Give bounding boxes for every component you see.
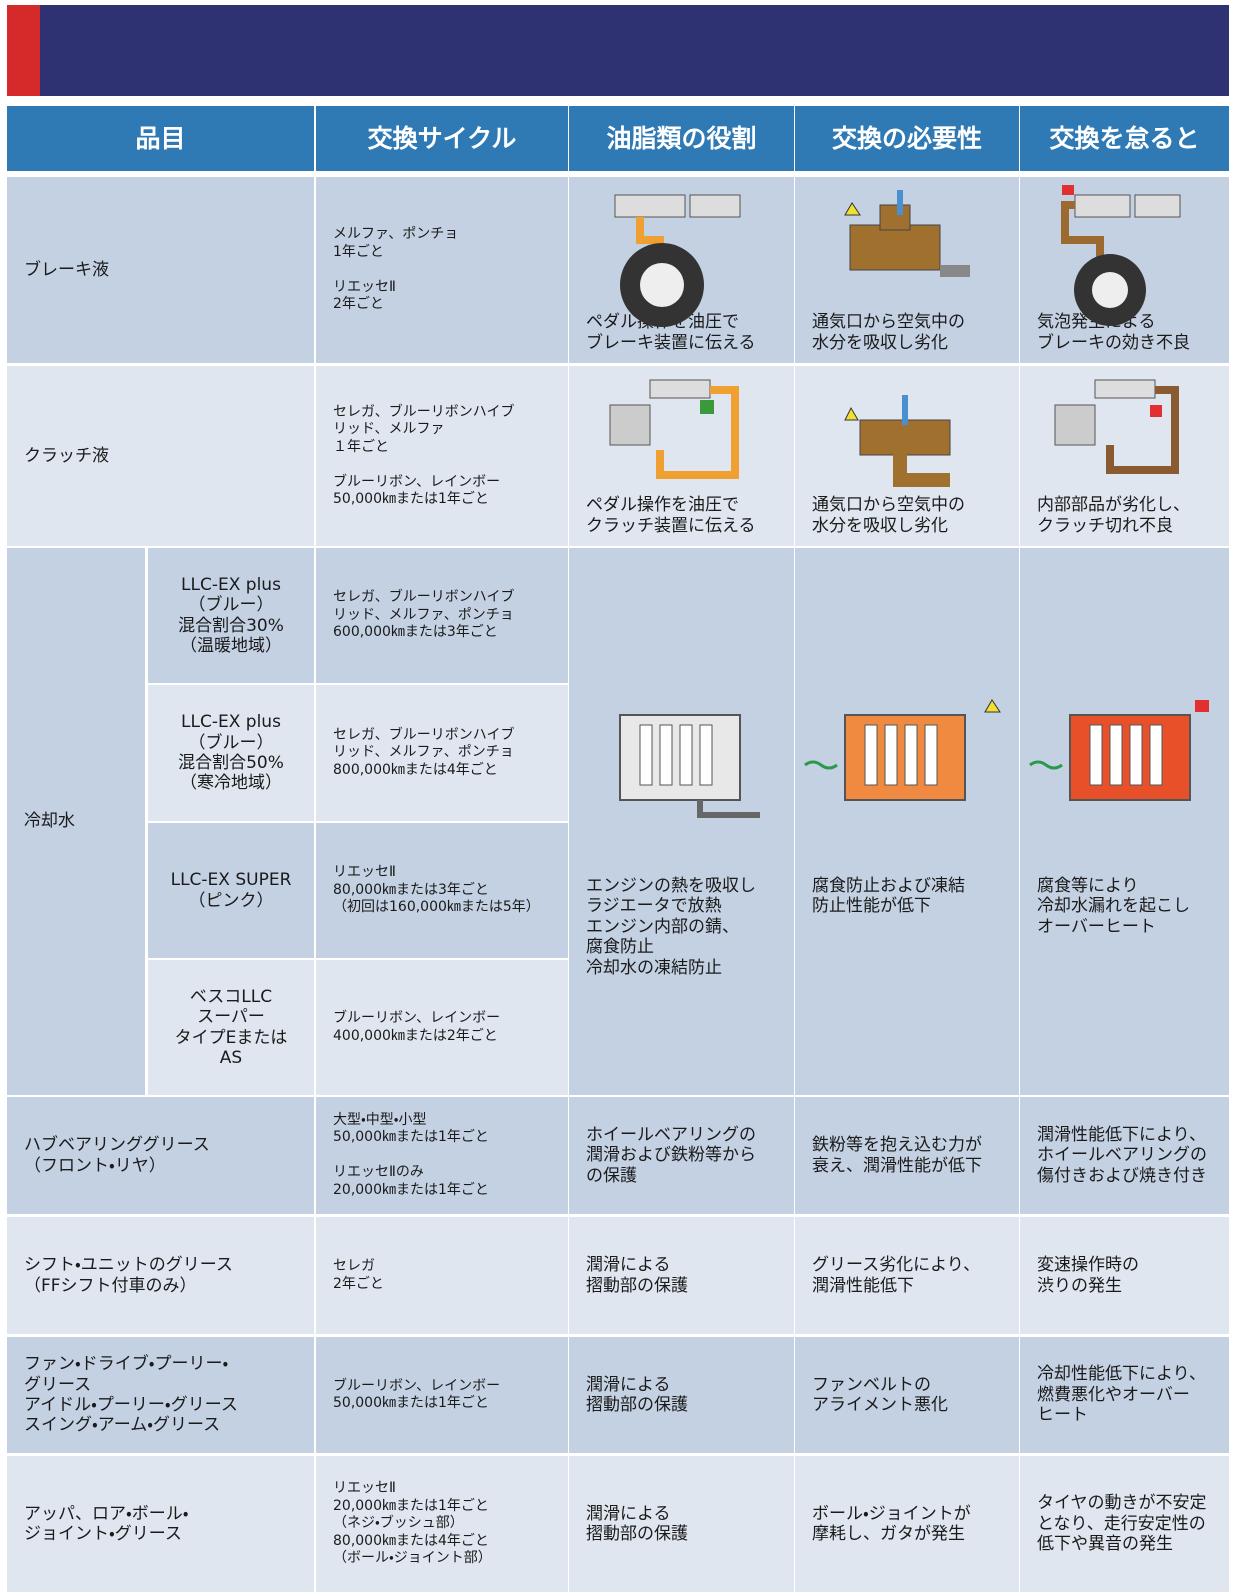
role: 潤滑による 摺動部の保護 <box>569 1337 794 1453</box>
column-header: 交換の必要性 <box>795 106 1019 171</box>
consequence: 気泡発生による ブレーキの効き不良 <box>1020 177 1229 363</box>
cycle: セレガ 2年ごと <box>316 1217 568 1334</box>
consequence: 腐食等により 冷却水漏れを起こし オーバーヒート <box>1020 548 1229 1095</box>
banner-accent <box>7 5 40 96</box>
cycle: リエッセⅡ 80,000㎞または3年ごと （初回は160,000㎞または5年） <box>316 823 568 958</box>
necessity: グリース劣化により、 潤滑性能低下 <box>795 1217 1019 1334</box>
item-name: 冷却水 <box>7 548 145 1095</box>
role: エンジンの熱を吸収し ラジエータで放熱 エンジン内部の錆、 腐食防止 冷却水の凍… <box>569 548 794 1095</box>
cycle: セレガ、ブルーリボンハイブ リッド、メルファ、ポンチョ 600,000㎞または3… <box>316 548 568 683</box>
item-name: クラッチ液 <box>7 366 314 546</box>
necessity: 通気口から空気中の 水分を吸収し劣化 <box>795 366 1019 546</box>
item-name: アッパ、ロア・ボール・ ジョイント・グリース <box>7 1456 314 1592</box>
banner <box>7 5 1229 96</box>
item-name: ファン・ドライブ・プーリー・ グリース アイドル・プーリー・グリース スイング・… <box>7 1337 314 1453</box>
necessity: 腐食防止および凍結 防止性能が低下 <box>795 548 1019 1095</box>
consequence: 変速操作時の 渋りの発生 <box>1020 1217 1229 1334</box>
role: ペダル操作を油圧で クラッチ装置に伝える <box>569 366 794 546</box>
item-name: ハブベアリンググリース （フロント・リヤ） <box>7 1097 314 1214</box>
column-header: 交換サイクル <box>316 106 568 171</box>
column-header: 交換を怠ると <box>1020 106 1229 171</box>
sub-item-name: LLC-EX plus （ブルー） 混合割合30% （温暖地域） <box>148 548 314 683</box>
item-name: シフト・ユニットのグリース （FFシフト付車のみ） <box>7 1217 314 1334</box>
sub-item-name: ベスコLLC スーパー タイプEまたは AS <box>148 960 314 1095</box>
role: ホイールベアリングの 潤滑および鉄粉等から の保護 <box>569 1097 794 1214</box>
item-name: ブレーキ液 <box>7 177 314 363</box>
role: ペダル操作を油圧で ブレーキ装置に伝える <box>569 177 794 363</box>
role: 潤滑による 摺動部の保護 <box>569 1456 794 1592</box>
sub-item-name: LLC-EX SUPER （ピンク） <box>148 823 314 958</box>
cycle: セレガ、ブルーリボンハイブ リッド、メルファ １年ごと ブルーリボン、レインボー… <box>316 366 568 546</box>
necessity: ボール・ジョイントが 摩耗し、ガタが発生 <box>795 1456 1019 1592</box>
role: 潤滑による 摺動部の保護 <box>569 1217 794 1334</box>
consequence: タイヤの動きが不安定 となり、走行安定性の 低下や異音の発生 <box>1020 1456 1229 1592</box>
column-header: 品目 <box>7 106 314 171</box>
cycle: リエッセⅡ 20,000㎞または1年ごと （ネジ・ブッシュ部） 80,000㎞ま… <box>316 1456 568 1592</box>
cycle: 大型・中型・小型 50,000㎞または1年ごと リエッセⅡのみ 20,000㎞ま… <box>316 1097 568 1214</box>
consequence: 内部部品が劣化し、 クラッチ切れ不良 <box>1020 366 1229 546</box>
necessity: 通気口から空気中の 水分を吸収し劣化 <box>795 177 1019 363</box>
necessity: 鉄粉等を抱え込む力が 衰え、潤滑性能が低下 <box>795 1097 1019 1214</box>
column-header: 油脂類の役割 <box>569 106 794 171</box>
cycle: セレガ、ブルーリボンハイブ リッド、メルファ、ポンチョ 800,000㎞または4… <box>316 685 568 821</box>
consequence: 潤滑性能低下により、 ホイールベアリングの 傷付きおよび焼き付き <box>1020 1097 1229 1214</box>
necessity: ファンベルトの アライメント悪化 <box>795 1337 1019 1453</box>
cycle: ブルーリボン、レインボー 400,000㎞または2年ごと <box>316 960 568 1095</box>
consequence: 冷却性能低下により、 燃費悪化やオーバー ヒート <box>1020 1337 1229 1453</box>
sub-item-name: LLC-EX plus （ブルー） 混合割合50% （寒冷地域） <box>148 685 314 821</box>
cycle: ブルーリボン、レインボー 50,000㎞または1年ごと <box>316 1337 568 1453</box>
cycle: メルファ、ポンチョ 1年ごと リエッセⅡ 2年ごと <box>316 177 568 363</box>
